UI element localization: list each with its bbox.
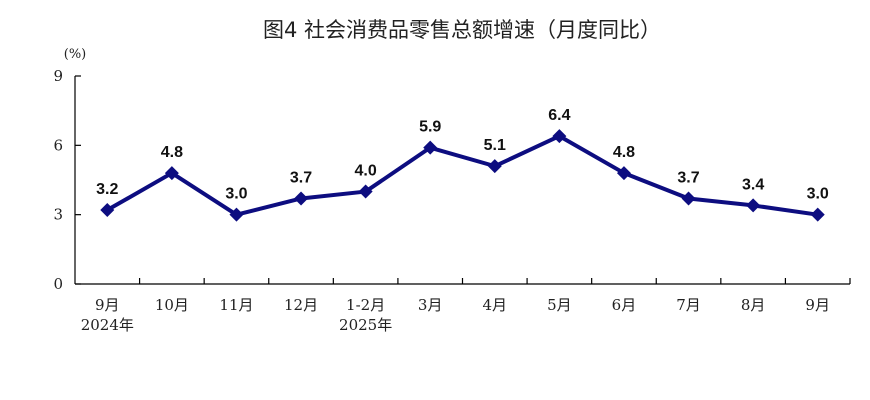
x-tick-label: 5月	[547, 296, 572, 314]
data-value-label: 4.0	[355, 163, 377, 180]
data-point-marker	[294, 191, 309, 206]
y-tick-label: 9	[53, 67, 63, 85]
data-value-label: 3.0	[225, 186, 247, 203]
x-tick-year-label: 2025年	[339, 316, 392, 334]
series-line	[106, 134, 818, 217]
data-value-label: 3.7	[290, 169, 312, 186]
x-tick-year-label: 2024年	[81, 316, 134, 334]
y-tick-label: 3	[53, 206, 63, 224]
x-tick-label: 4月	[483, 296, 508, 314]
chart-title: 图4 社会消费品零售总额增速（月度同比）	[263, 18, 661, 42]
data-point-marker	[810, 207, 825, 222]
x-tick-label: 9月	[95, 296, 120, 314]
data-point-marker	[164, 166, 179, 181]
data-point-marker	[616, 166, 631, 181]
x-tick-label: 3月	[418, 296, 443, 314]
data-value-label: 4.8	[613, 144, 635, 161]
x-tick-label: 1-2月	[346, 296, 385, 314]
y-axis-ticks: 0 3 6 9	[53, 67, 81, 293]
data-value-label: 6.4	[548, 107, 570, 124]
data-point-marker	[552, 129, 567, 144]
data-point-marker	[746, 198, 761, 213]
y-tick-label: 0	[53, 275, 63, 293]
data-point-marker	[681, 191, 696, 206]
series-group: 3.2 4.8 3.0 3.7 4.0 5.9 5.1 6.4 4.8 3.7 3.4 3.0	[96, 107, 829, 222]
y-axis-unit-label: (%)	[64, 47, 87, 62]
data-value-label: 3.4	[742, 176, 764, 193]
data-value-label: 5.9	[419, 119, 441, 136]
x-axis-ticks: 9月 2024年 10月 11月 12月 1-2月 2025年 3月 4月 5月 6月 7月 8月 9月	[81, 278, 851, 334]
x-tick-label: 9月	[805, 296, 830, 314]
data-point-marker	[229, 207, 244, 222]
x-tick-label: 10月	[155, 296, 189, 314]
data-point-marker	[100, 203, 115, 218]
data-value-label: 5.1	[484, 137, 506, 154]
x-tick-label: 8月	[741, 296, 766, 314]
data-value-label: 3.7	[677, 169, 699, 186]
data-value-label: 3.2	[96, 181, 118, 198]
y-tick-label: 6	[53, 136, 63, 154]
data-value-label: 3.0	[807, 186, 829, 203]
x-tick-label: 12月	[284, 296, 318, 314]
x-tick-label: 6月	[612, 296, 637, 314]
data-point-marker	[487, 159, 502, 174]
data-point-marker	[423, 140, 438, 155]
data-point-marker	[358, 184, 373, 199]
x-tick-label: 7月	[676, 296, 701, 314]
x-tick-label: 11月	[219, 296, 253, 314]
data-value-label: 4.8	[161, 144, 183, 161]
